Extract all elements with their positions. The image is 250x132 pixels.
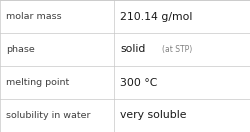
Text: 210.14 g/mol: 210.14 g/mol bbox=[120, 11, 192, 22]
Text: molar mass: molar mass bbox=[6, 12, 62, 21]
Text: melting point: melting point bbox=[6, 78, 70, 87]
Text: very soluble: very soluble bbox=[120, 110, 186, 121]
Text: 300 °C: 300 °C bbox=[120, 77, 158, 88]
Text: (at STP): (at STP) bbox=[162, 45, 193, 54]
Text: phase: phase bbox=[6, 45, 35, 54]
Text: solubility in water: solubility in water bbox=[6, 111, 91, 120]
Text: solid: solid bbox=[120, 44, 146, 55]
